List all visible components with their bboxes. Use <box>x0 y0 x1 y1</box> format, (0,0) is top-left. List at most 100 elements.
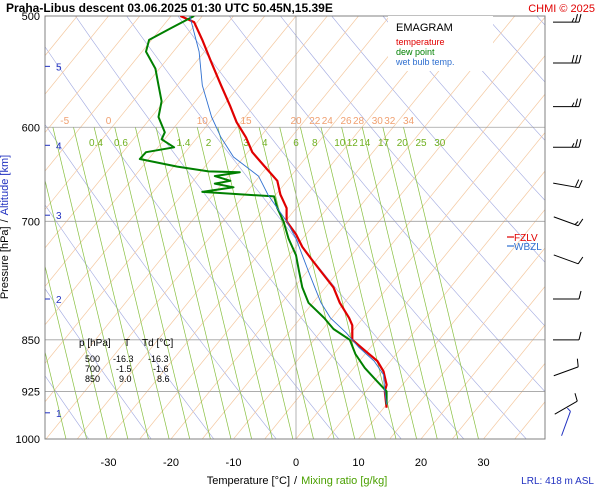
mixing-ratio-label: 10 <box>334 138 346 149</box>
isotherm-line <box>45 16 109 95</box>
isotherm-line <box>45 16 359 403</box>
dry-adiabat <box>536 16 545 26</box>
wind-barb <box>553 358 579 377</box>
lrl-label: LRL: 418 m ASL <box>521 476 594 487</box>
isotherm-line <box>45 16 297 326</box>
isotherm-line <box>326 170 545 439</box>
x-tick-label: 30 <box>477 457 489 469</box>
mixing-ratio-label: 0.4 <box>89 138 103 149</box>
dew-point-line <box>138 16 388 405</box>
copyright: CHMI © 2025 <box>528 3 595 15</box>
wind-barb <box>553 216 584 227</box>
wind-barb <box>553 98 582 108</box>
wind-barb-flag <box>578 139 582 148</box>
y-tick-label: 500 <box>22 11 40 23</box>
isotherm-line <box>295 132 545 439</box>
fzl-label: FZLV <box>514 233 538 244</box>
x-tick-label: 20 <box>415 457 427 469</box>
y-axis-label: Pressure [hPa]/Altitude [km] <box>0 155 11 299</box>
legend-item-dew-point: dew point <box>396 47 435 57</box>
mixing-ratio-line <box>73 127 149 439</box>
wind-barb <box>553 13 582 23</box>
isotherm-line <box>451 324 545 439</box>
legend-title: EMAGRAM <box>396 22 453 34</box>
wind-barb-flag <box>577 218 584 227</box>
mixing-ratio-line <box>52 127 129 439</box>
isotherm-line <box>76 16 422 439</box>
mixing-ratio-line <box>403 127 479 439</box>
wind-barb <box>554 393 578 415</box>
chart-title: Praha-Libus descent 03.06.2025 01:30 UTC… <box>6 1 333 15</box>
mixing-ratio-line <box>135 127 211 439</box>
isotherm-label: 30 <box>372 116 384 127</box>
isotherm-label: 24 <box>322 116 334 127</box>
dry-adiabat <box>75 16 402 439</box>
table-row-500-p: 500 <box>85 354 100 364</box>
wind-barb-flag <box>578 54 582 64</box>
isotherm-label: 10 <box>197 116 209 127</box>
dry-adiabat <box>126 16 465 439</box>
isotherm-line <box>264 93 545 439</box>
wind-barb-flag <box>571 102 575 107</box>
data-table: p [hPa] T Td [°C] 500 -16.3 -16.3 700 -1… <box>79 338 173 384</box>
wind-barb-staff <box>553 366 579 377</box>
dry-adiabat <box>382 16 545 201</box>
mixing-ratio-label: 30 <box>434 138 446 149</box>
wind-barb-flag <box>578 290 582 300</box>
table-header-td: Td [°C] <box>142 338 173 349</box>
mixing-ratio-line <box>45 178 108 439</box>
mixing-ratio-line <box>217 127 294 439</box>
isotherm-line <box>389 247 545 439</box>
x-tick-label: 10 <box>352 457 364 469</box>
mixing-ratio-line <box>114 127 191 439</box>
wind-barb <box>553 254 584 265</box>
isotherm-line <box>45 16 391 439</box>
wind-barb-staff <box>553 182 579 189</box>
mixing-ratio-line <box>176 127 252 439</box>
dry-adiabat <box>228 16 545 393</box>
mixing-ratio-label: 12 <box>347 138 359 149</box>
isotherm-label: 20 <box>290 116 302 127</box>
mixing-ratio-line <box>279 127 356 439</box>
wind-barb <box>553 179 583 189</box>
wind-barb-flag <box>571 17 575 23</box>
y-tick-label: 850 <box>22 335 40 347</box>
x-tick-label: -20 <box>163 457 179 469</box>
wind-barb-staff <box>561 411 571 436</box>
isotherm-line <box>139 16 484 439</box>
wet-bulb-line <box>189 16 388 405</box>
altitude-tick-label: 1 <box>56 409 62 420</box>
wind-barb-flag <box>574 221 579 225</box>
mixing-ratio-label: 6 <box>293 138 299 149</box>
isotherm-line <box>170 16 516 439</box>
y-tick-label: 1000 <box>16 434 40 446</box>
mixing-ratio-line <box>258 127 335 439</box>
table-row-850-t: 9.0 <box>119 374 132 384</box>
isotherm-line <box>233 55 545 439</box>
wind-barb <box>553 139 582 148</box>
isotherm-line <box>45 16 328 364</box>
mixing-ratio-label: 3 <box>243 138 249 149</box>
dry-adiabat <box>433 16 545 141</box>
mixing-ratio-line <box>45 264 87 439</box>
wind-barb-flag <box>576 358 579 367</box>
dry-adiabat <box>280 16 545 327</box>
mixing-ratio-line <box>45 350 67 439</box>
legend-item-temperature: temperature <box>396 37 445 47</box>
wind-barb-flag <box>578 13 582 23</box>
isotherm-line <box>358 208 545 439</box>
y-tick-label: 700 <box>22 216 40 228</box>
altitude-tick-label: 2 <box>56 295 62 306</box>
isotherm-label: 22 <box>309 116 321 127</box>
table-row-700-t: -1.5 <box>116 364 132 374</box>
wind-barb-flag <box>567 407 571 412</box>
mixing-ratio-label: 8 <box>312 138 318 149</box>
mixing-ratio-label: 14 <box>359 138 371 149</box>
x-tick-label: 0 <box>293 457 299 469</box>
y-tick-label: 600 <box>22 122 40 134</box>
mixing-ratio-label: 20 <box>397 138 409 149</box>
wind-barb-flag <box>578 331 582 340</box>
mixing-ratio-line <box>93 127 170 439</box>
x-axis-label: Temperature [°C] / Mixing ratio [g/kg] <box>207 475 388 487</box>
